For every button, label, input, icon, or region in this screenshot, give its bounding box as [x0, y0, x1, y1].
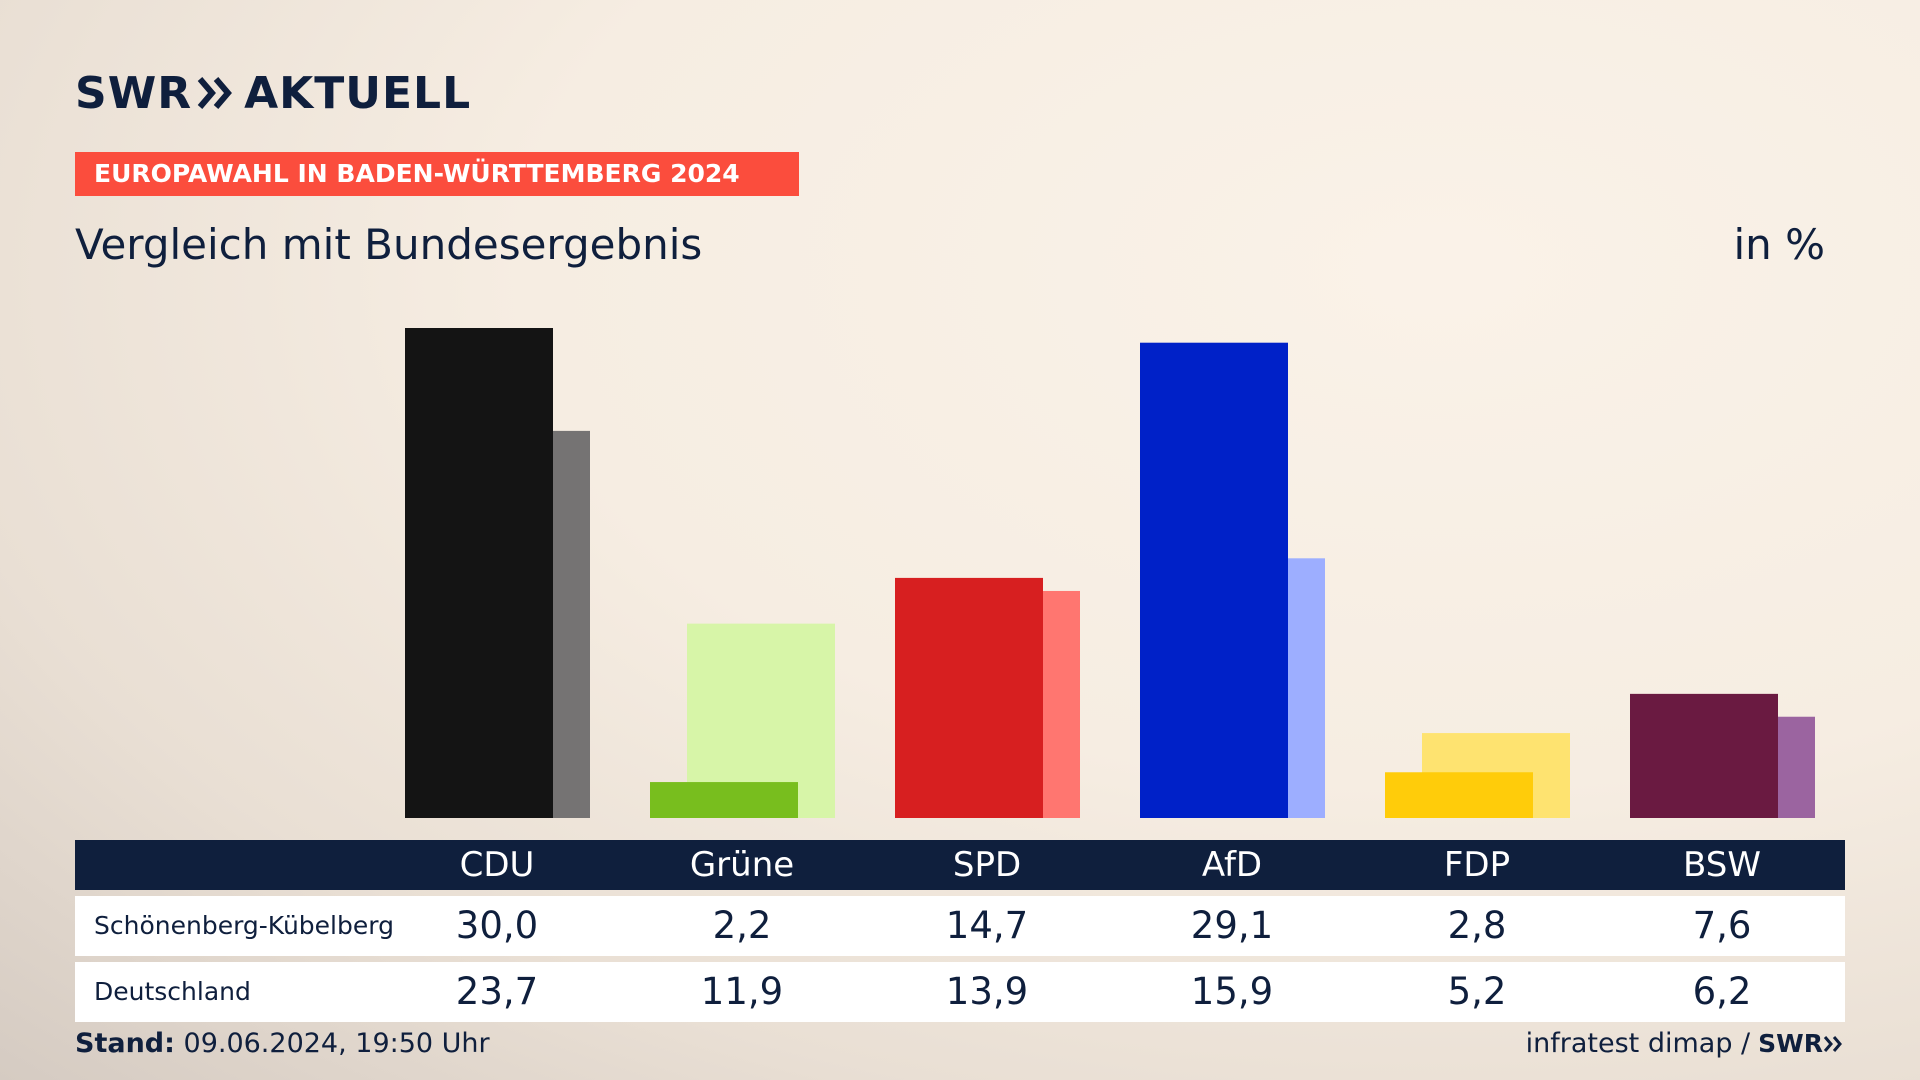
bar-local-0	[405, 328, 553, 818]
unit-label: in %	[1733, 220, 1825, 269]
table-header-3: AfD	[1201, 845, 1263, 885]
chart-subtitle: Vergleich mit Bundesergebnis	[75, 220, 703, 269]
table-cell-1-5: 6,2	[1692, 970, 1752, 1013]
table-row-national: Deutschland 23,7 11,9 13,9 15,9 5,2 6,2	[75, 962, 1845, 1022]
table-header-2: SPD	[952, 845, 1022, 885]
source-text: infratest dimap /	[1525, 1028, 1751, 1059]
table-cell-0-0: 30,0	[455, 904, 539, 947]
table-cell-1-1: 11,9	[700, 970, 784, 1013]
row-label-national: Deutschland	[94, 977, 251, 1006]
table-cell-1-3: 15,9	[1190, 970, 1274, 1013]
table-header-0: CDU	[459, 845, 535, 885]
bar-local-1	[650, 782, 798, 818]
table-header-1: Grüne	[689, 845, 795, 885]
table-cell-0-1: 2,2	[712, 904, 772, 947]
results-table: CDU Grüne SPD AfD FDP BSW Schönenberg-Kübelbe…	[75, 840, 1845, 1022]
timestamp: Stand: 09.06.2024, 19:50 Uhr	[75, 1028, 490, 1059]
double-chevron-icon	[197, 77, 233, 109]
table-cell-0-3: 29,1	[1190, 904, 1274, 947]
logo-swr-text: SWR	[75, 67, 193, 119]
bar-chart	[405, 328, 1815, 818]
bar-local-2	[895, 577, 1043, 818]
stand-label: Stand:	[75, 1028, 175, 1059]
table-header-4: FDP	[1443, 845, 1511, 885]
category-banner: EUROPAWAHL IN BADEN-WÜRTTEMBERG 2024	[75, 152, 799, 196]
bar-local-3	[1140, 342, 1288, 818]
table-cell-1-0: 23,7	[455, 970, 539, 1013]
bar-local-4	[1385, 772, 1533, 818]
logo-aktuell-text: AKTUELL	[244, 67, 472, 119]
table-header: CDU Grüne SPD AfD FDP BSW	[75, 840, 1845, 890]
table-cell-1-4: 5,2	[1447, 970, 1507, 1013]
table-cell-1-2: 13,9	[945, 970, 1029, 1013]
table-row-local: Schönenberg-Kübelberg 30,0 2,2 14,7 29,1 2,8…	[75, 896, 1845, 956]
bar-local-5	[1630, 693, 1778, 818]
source-credit: infratest dimap / SWR	[1526, 1028, 1845, 1059]
table-header-5: BSW	[1683, 845, 1761, 885]
table-cell-0-4: 2,8	[1447, 904, 1507, 947]
swr-aktuell-logo: SWR AKTUELL	[75, 67, 472, 119]
table-cell-0-5: 7,6	[1692, 904, 1752, 947]
footer-swr-logo: SWR	[1758, 1029, 1823, 1058]
table-cell-0-2: 14,7	[945, 904, 1029, 947]
footer-chevron-icon	[1823, 1035, 1842, 1052]
row-label-local: Schönenberg-Kübelberg	[94, 911, 394, 940]
stand-value: 09.06.2024, 19:50 Uhr	[183, 1028, 490, 1059]
